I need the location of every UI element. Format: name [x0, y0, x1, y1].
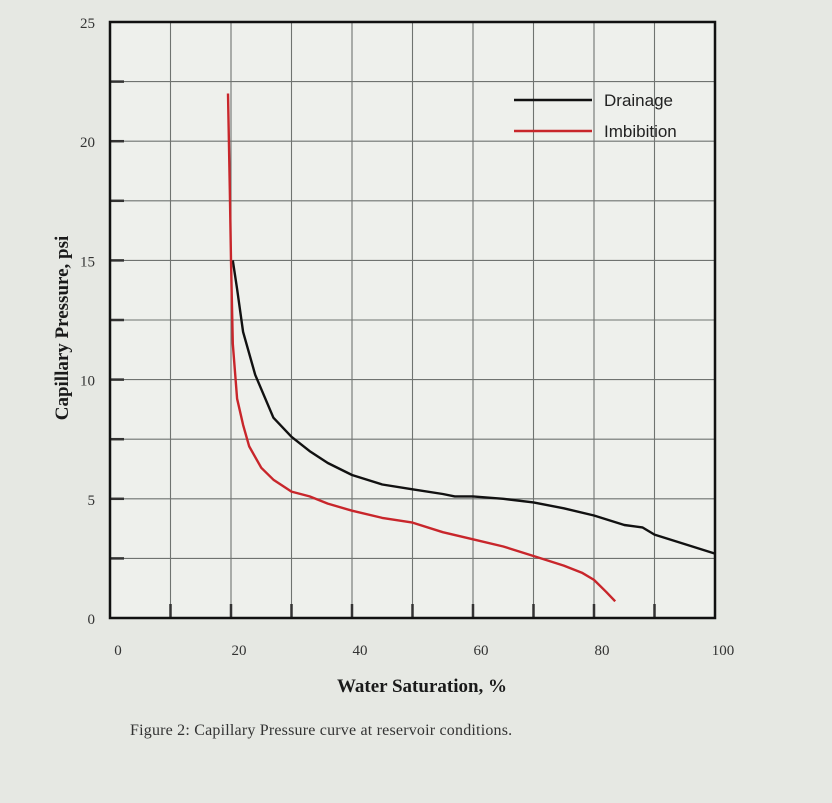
figure-caption: Figure 2: Capillary Pressure curve at re…: [130, 722, 513, 739]
series-drainage: [231, 260, 716, 555]
y-tick-label: 5: [88, 493, 96, 509]
y-tick-label: 20: [80, 135, 95, 151]
x-tick-label: 80: [595, 643, 610, 659]
plot-frame: [108, 20, 717, 620]
y-axis-title: Capillary Pressure, psi: [52, 236, 73, 421]
x-tick-label: 60: [474, 643, 489, 659]
grid-lines: [110, 22, 715, 618]
y-tick-label: 0: [88, 612, 96, 628]
x-tick-label: 0: [114, 643, 122, 659]
legend-imbibition-label: Imbibition: [604, 122, 677, 141]
series-imbibition: [226, 93, 617, 603]
y-tick-label: 25: [80, 16, 95, 32]
axis-ticks: [110, 80, 656, 618]
legend: Drainage Imbibition: [514, 91, 677, 141]
x-tick-label: 20: [232, 643, 247, 659]
x-tick-label: 100: [712, 643, 735, 659]
x-tick-labels: 0 20 40 60 80 100: [114, 643, 734, 659]
x-tick-label: 40: [353, 643, 368, 659]
x-axis-title: Water Saturation, %: [337, 676, 507, 697]
y-tick-labels: 0 5 10 15 20 25: [80, 16, 95, 628]
legend-drainage-label: Drainage: [604, 91, 673, 110]
y-tick-label: 15: [80, 254, 95, 270]
data-series: [226, 93, 716, 603]
y-tick-label: 10: [80, 374, 95, 390]
